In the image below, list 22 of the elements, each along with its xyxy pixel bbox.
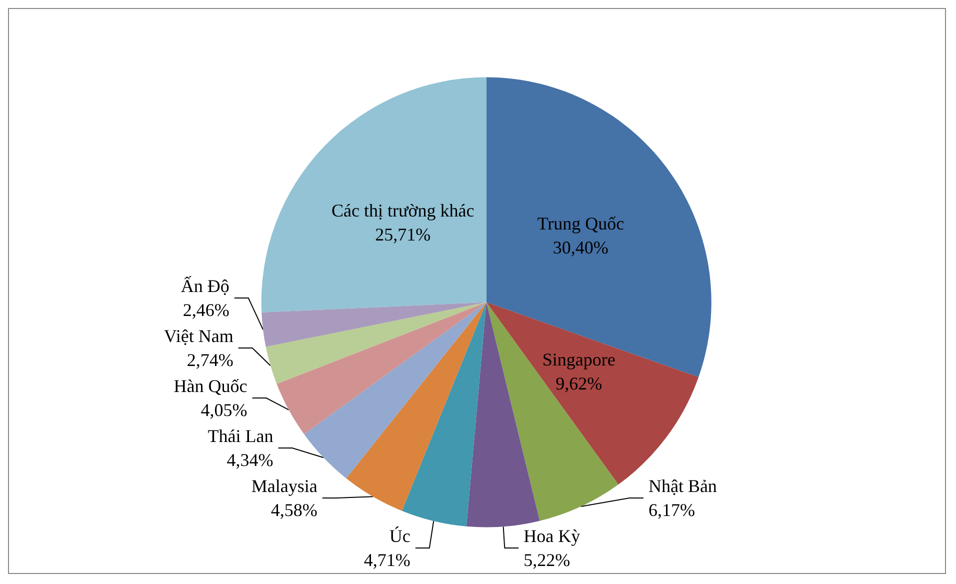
data-label: 4,05% (200, 400, 248, 420)
slice-label: Ấn Độ (180, 276, 230, 296)
slice-label: Hoa Kỳ (524, 526, 580, 546)
slice-label: Malaysia (251, 476, 318, 496)
slice-label: Việt Nam (164, 326, 234, 346)
slice-label: Trung Quốc (537, 214, 624, 234)
data-label: 2,46% (182, 300, 230, 320)
slice-label: Nhật Bản (648, 476, 717, 496)
slice-label: Úc (389, 526, 410, 546)
data-label: 25,71% (375, 224, 431, 244)
data-label: 30,40% (552, 238, 608, 258)
data-label: 4,58% (270, 500, 318, 520)
data-label: 2,74% (186, 350, 234, 370)
data-label: 6,17% (648, 500, 695, 520)
slice-label: Singapore (542, 349, 616, 370)
slice-label: Hàn Quốc (174, 376, 248, 396)
data-label: 4,34% (226, 450, 274, 470)
data-label: 5,22% (524, 550, 570, 570)
data-label: 4,71% (364, 550, 410, 570)
slice-label: Các thị trường khác (332, 200, 474, 220)
data-label: 9,62% (556, 373, 602, 394)
slice-label: Thái Lan (208, 426, 274, 446)
